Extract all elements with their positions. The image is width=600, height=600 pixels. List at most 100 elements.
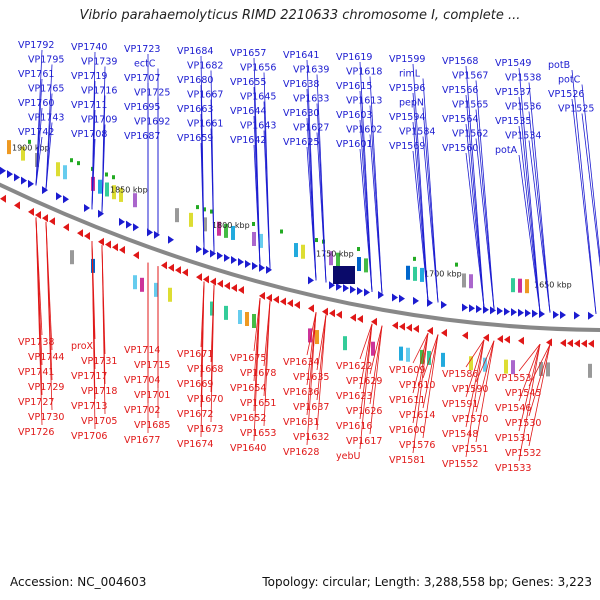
leader-line bbox=[422, 334, 439, 439]
reverse-gene-label: VP1611 bbox=[389, 395, 425, 406]
forward-gene-arrow bbox=[231, 255, 237, 264]
leader-line bbox=[316, 314, 327, 371]
forward-gene-label: VP1740 bbox=[71, 42, 107, 53]
feature-box bbox=[252, 313, 256, 328]
reverse-gene-label: VP1730 bbox=[28, 412, 64, 423]
leader-line bbox=[422, 136, 439, 303]
reverse-gene-label: VP1634 bbox=[283, 357, 319, 368]
feature-dot bbox=[77, 161, 80, 166]
reverse-gene-label: VP1532 bbox=[505, 448, 541, 459]
reverse-gene-label: VP1640 bbox=[230, 443, 266, 454]
forward-gene-label: VP1603 bbox=[336, 110, 372, 121]
forward-gene-arrow bbox=[553, 310, 559, 319]
feature-box bbox=[210, 301, 214, 316]
feature-box bbox=[511, 278, 515, 293]
reverse-gene-arrow bbox=[63, 223, 69, 232]
tick-label: 1750 kbp bbox=[316, 249, 354, 258]
feature-box bbox=[245, 312, 249, 327]
leader-line bbox=[369, 325, 383, 405]
forward-gene-label: VP1643 bbox=[240, 121, 276, 132]
feature-box bbox=[343, 336, 347, 351]
forward-gene-label: VP1567 bbox=[452, 71, 488, 82]
forward-gene-label: potB bbox=[548, 60, 570, 71]
reverse-gene-arrow bbox=[196, 273, 202, 282]
reverse-gene-label: VP1531 bbox=[495, 433, 531, 444]
feature-dot bbox=[203, 207, 206, 212]
reverse-gene-label: VP1546 bbox=[495, 403, 531, 414]
reverse-gene-arrow bbox=[399, 322, 405, 331]
forward-gene-arrow bbox=[469, 304, 475, 313]
reverse-gene-label: VP1717 bbox=[71, 371, 107, 382]
forward-gene-label: VP1684 bbox=[177, 46, 213, 57]
forward-gene-arrow bbox=[525, 309, 531, 318]
reverse-gene-arrow bbox=[28, 207, 34, 216]
feature-box bbox=[56, 162, 60, 177]
feature-box bbox=[259, 233, 263, 248]
reverse-gene-label: VP1731 bbox=[81, 356, 117, 367]
reverse-gene-arrow bbox=[217, 279, 223, 288]
forward-gene-arrow bbox=[147, 228, 153, 237]
leader-line bbox=[465, 65, 485, 308]
feature-dot bbox=[112, 175, 115, 180]
reverse-gene-label: yebU bbox=[336, 451, 360, 462]
feature-dot bbox=[105, 172, 108, 177]
reverse-gene-arrow bbox=[77, 229, 83, 238]
reverse-gene-label: VP1609 bbox=[389, 365, 425, 376]
feature-box bbox=[525, 279, 529, 294]
leader-line bbox=[412, 121, 429, 302]
forward-gene-arrow bbox=[539, 310, 545, 319]
feature-box bbox=[546, 362, 550, 377]
reverse-gene-arrow bbox=[483, 333, 489, 342]
leader-line bbox=[101, 124, 106, 214]
leader-line bbox=[359, 323, 373, 390]
leader-line bbox=[518, 67, 541, 313]
forward-gene-arrow bbox=[196, 245, 202, 254]
feature-box bbox=[427, 350, 431, 365]
forward-gene-label: VP1596 bbox=[389, 83, 425, 94]
leader-line bbox=[306, 312, 317, 356]
leader-line bbox=[465, 339, 485, 398]
reverse-gene-label: VP1530 bbox=[505, 418, 541, 429]
leader-line bbox=[316, 314, 327, 431]
forward-gene-arrow bbox=[490, 306, 496, 315]
leader-line bbox=[475, 340, 495, 413]
reverse-gene-arrow bbox=[567, 339, 573, 348]
forward-gene-arrow bbox=[133, 223, 139, 232]
leader-line bbox=[528, 344, 551, 387]
leader-line bbox=[263, 130, 271, 269]
reverse-gene-arrow bbox=[49, 217, 55, 226]
feature-box bbox=[189, 212, 193, 227]
leader-line bbox=[422, 334, 439, 379]
reverse-gene-label: VP1706 bbox=[71, 431, 107, 442]
leader-line bbox=[369, 325, 383, 435]
feature-box bbox=[406, 347, 410, 362]
forward-gene-arrow bbox=[441, 300, 447, 309]
reverse-gene-label: VP1622 bbox=[336, 361, 372, 372]
reverse-gene-arrow bbox=[322, 307, 328, 316]
reverse-gene-arrow bbox=[581, 339, 587, 348]
leader-line bbox=[316, 132, 327, 283]
leader-line bbox=[45, 122, 53, 190]
leader-line bbox=[412, 333, 429, 424]
feature-box bbox=[420, 267, 424, 282]
reverse-gene-label: VP1552 bbox=[442, 459, 478, 470]
leader-line bbox=[518, 343, 541, 402]
reverse-gene-label: VP1591 bbox=[442, 399, 478, 410]
forward-gene-label: VP1619 bbox=[336, 52, 372, 63]
feature-box bbox=[175, 208, 179, 223]
reverse-gene-label: VP1714 bbox=[124, 345, 160, 356]
feature-box bbox=[588, 363, 592, 378]
leader-line bbox=[528, 344, 551, 417]
feature-box bbox=[21, 146, 25, 161]
forward-gene-label: VP1641 bbox=[283, 50, 319, 61]
reverse-gene-label: VP1675 bbox=[230, 353, 266, 364]
reverse-gene-arrow bbox=[259, 291, 265, 300]
reverse-gene-arrow bbox=[413, 324, 419, 333]
reverse-gene-arrow bbox=[182, 268, 188, 277]
leader-line bbox=[412, 92, 429, 302]
forward-gene-label: pepN bbox=[399, 98, 424, 109]
forward-gene-arrow bbox=[462, 303, 468, 312]
forward-gene-label: VP1536 bbox=[505, 102, 541, 113]
accession-label: Accession: NC_004603 bbox=[10, 575, 147, 589]
